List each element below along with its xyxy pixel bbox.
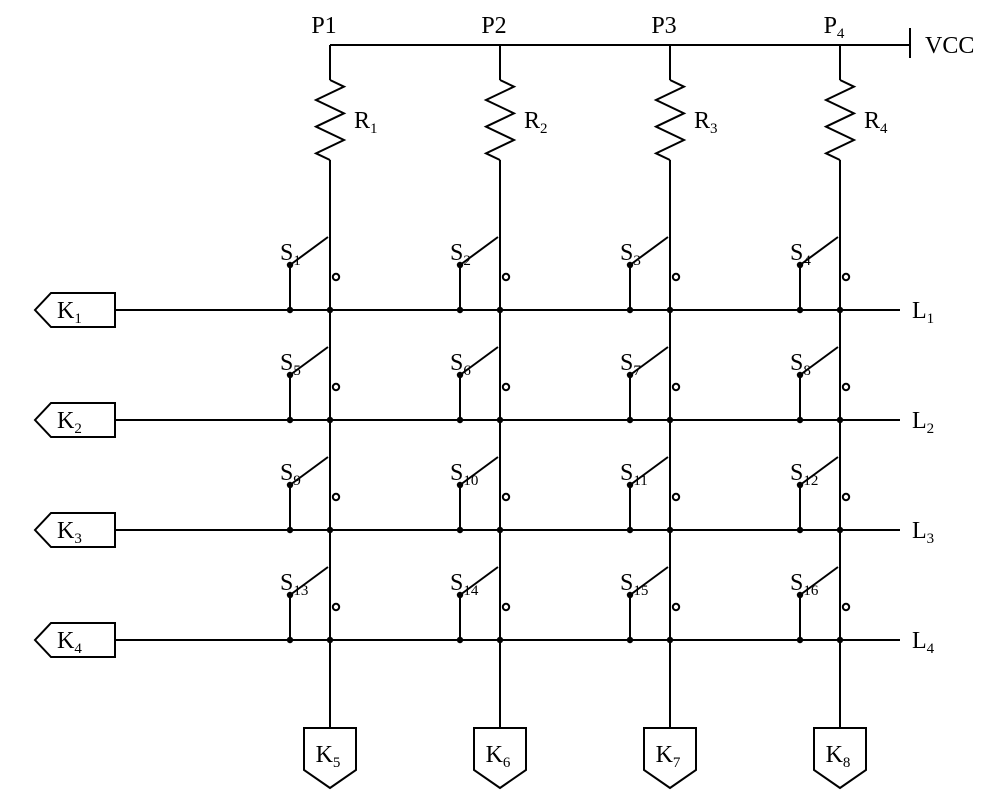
resistor-label: R4	[864, 108, 888, 137]
switch-contact	[673, 384, 679, 390]
column-p-label: P3	[651, 13, 676, 39]
switch-contact	[843, 274, 849, 280]
resistor	[486, 80, 514, 160]
switch-label: S14	[450, 570, 479, 599]
switch-contact	[673, 274, 679, 280]
row-line-label: L2	[912, 408, 934, 437]
switch-label: S16	[790, 570, 819, 599]
switch-contact	[503, 274, 509, 280]
switch-contact	[333, 494, 339, 500]
resistor	[316, 80, 344, 160]
left-connector-label: K2	[57, 408, 82, 437]
switch-contact	[333, 604, 339, 610]
switch-label: S2	[450, 240, 471, 269]
switch-contact	[333, 274, 339, 280]
switch-label: S11	[620, 460, 648, 489]
row-line-label: L1	[912, 298, 934, 327]
bottom-connector-label: K5	[316, 742, 341, 771]
switch-contact	[503, 604, 509, 610]
switch-label: S8	[790, 350, 811, 379]
resistor	[826, 80, 854, 160]
bottom-connector-label: K6	[486, 742, 511, 771]
row-line-label: L3	[912, 518, 934, 547]
switch-label: S6	[450, 350, 471, 379]
left-connector-label: K3	[57, 518, 82, 547]
resistor-label: R3	[694, 108, 718, 137]
switch-label: S12	[790, 460, 818, 489]
left-connector-label: K1	[57, 298, 82, 327]
switch-contact	[843, 384, 849, 390]
switch-contact	[843, 494, 849, 500]
switch-contact	[673, 494, 679, 500]
switch-contact	[673, 604, 679, 610]
switch-label: S13	[280, 570, 308, 599]
vcc-label: VCC	[925, 33, 974, 59]
switch-contact	[503, 384, 509, 390]
left-connector-label: K4	[57, 628, 82, 657]
switch-contact	[503, 494, 509, 500]
switch-label: S9	[280, 460, 301, 489]
switch-contact	[333, 384, 339, 390]
column-p-label: P1	[311, 13, 336, 39]
column-p-label: P4	[824, 13, 845, 42]
column-p-label: P2	[481, 13, 506, 39]
resistor-label: R2	[524, 108, 548, 137]
switch-label: S7	[620, 350, 641, 379]
switch-label: S3	[620, 240, 641, 269]
switch-label: S1	[280, 240, 301, 269]
switch-label: S15	[620, 570, 648, 599]
resistor	[656, 80, 684, 160]
bottom-connector-label: K7	[656, 742, 681, 771]
switch-label: S4	[790, 240, 811, 269]
switch-label: S10	[450, 460, 478, 489]
row-line-label: L4	[912, 628, 935, 657]
switch-contact	[843, 604, 849, 610]
resistor-label: R1	[354, 108, 378, 137]
bottom-connector-label: K8	[826, 742, 851, 771]
schematic-canvas: VCC P1 R1 K5 P2 R2 K6 P3 R3 K7 P4 R4 K8 K1 L1 K2 L2 K3 L3 K…	[0, 0, 1000, 811]
switch-label: S5	[280, 350, 301, 379]
